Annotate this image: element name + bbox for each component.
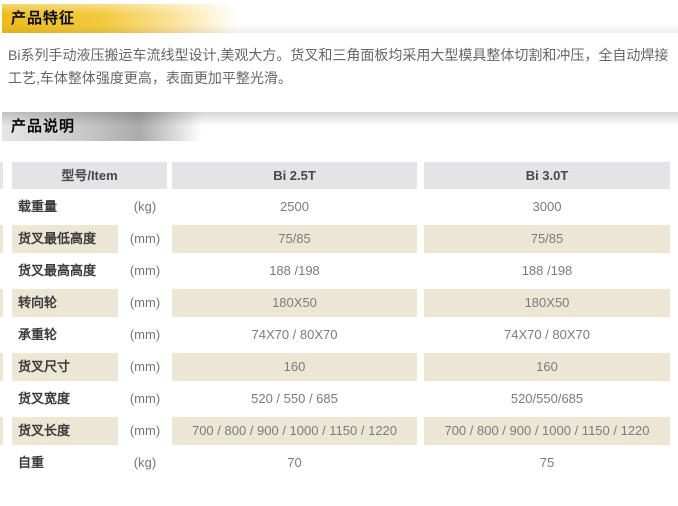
cell-value: 520 / 550 / 685 — [251, 391, 338, 406]
table-row: 货叉长度 (mm) 700 / 800 / 900 / 1000 / 1150 … — [0, 417, 678, 445]
row-edge-strip — [0, 225, 3, 253]
cell-value: 160 — [172, 353, 417, 381]
features-section-banner: 产品特征 — [2, 4, 678, 33]
row-label: 货叉尺寸 — [12, 353, 118, 381]
table-row: 货叉宽度 (mm) 520 / 550 / 685 520/550/685 — [0, 385, 678, 413]
row-unit: (mm) — [129, 295, 161, 310]
cell-value: 70 — [287, 455, 302, 470]
row-unit: (mm) — [129, 359, 161, 374]
row-label: 转向轮 — [12, 289, 118, 317]
table-header-row: 型号/Item Bi 2.5T Bi 3.0T — [0, 162, 678, 189]
row-label: 货叉最高高度 — [18, 263, 97, 278]
table-row: 载重量 (kg) 2500 3000 — [0, 193, 678, 221]
row-unit: (mm) — [129, 391, 161, 406]
row-edge-strip — [0, 193, 3, 221]
cell-value: 74X70 / 80X70 — [503, 327, 591, 342]
features-paragraph: Bi系列手动液压搬运车流线型设计,美观大方。货叉和三角面板均采用大型模具整体切割… — [8, 44, 674, 90]
cell-value: 74X70 / 80X70 — [251, 327, 338, 342]
cell-value: 180X50 — [172, 289, 417, 317]
row-edge-strip — [0, 321, 3, 349]
row-unit: (mm) — [129, 231, 161, 246]
cell-value: 75/85 — [424, 225, 670, 253]
table-row: 货叉最低高度 (mm) 75/85 75/85 — [0, 225, 678, 253]
specs-section-banner: 产品说明 — [2, 112, 678, 141]
table-row: 转向轮 (mm) 180X50 180X50 — [0, 289, 678, 317]
features-paragraph-line: 工艺,车体整体强度更高，表面更加平整光滑。 — [8, 70, 292, 86]
specs-section-title: 产品说明 — [11, 118, 76, 135]
row-edge-strip — [0, 289, 3, 317]
row-label: 货叉宽度 — [18, 391, 71, 406]
column-header-item: 型号/Item — [12, 162, 167, 189]
row-edge-strip — [0, 449, 3, 477]
row-unit: (mm) — [129, 327, 161, 342]
table-row: 货叉最高高度 (mm) 188 /198 188 /198 — [0, 257, 678, 285]
features-paragraph-line: Bi系列手动液压搬运车流线型设计,美观大方。货叉和三角面板均采用大型模具整体切割… — [8, 47, 669, 63]
cell-value: 2500 — [280, 199, 309, 214]
cell-value: 75/85 — [172, 225, 417, 253]
row-edge-strip — [0, 257, 3, 285]
row-unit: (mm) — [129, 263, 161, 278]
row-label: 载重量 — [18, 199, 58, 214]
row-edge-strip — [0, 417, 3, 445]
table-row: 自重 (kg) 70 75 — [0, 449, 678, 477]
row-unit: (kg) — [133, 455, 157, 470]
column-header-model-2: Bi 3.0T — [424, 162, 670, 189]
column-header-model-1: Bi 2.5T — [172, 162, 417, 189]
row-label: 货叉长度 — [12, 417, 118, 445]
row-unit: (mm) — [129, 423, 161, 438]
cell-value: 520/550/685 — [510, 391, 584, 406]
row-label: 自重 — [18, 455, 45, 470]
cell-value: 188 /198 — [521, 263, 573, 278]
features-section-title: 产品特征 — [11, 10, 76, 27]
spec-table: 型号/Item Bi 2.5T Bi 3.0T 载重量 (kg) 2500 30… — [0, 162, 678, 477]
row-unit: (kg) — [133, 199, 157, 214]
row-edge-strip — [0, 353, 3, 381]
row-edge-strip — [0, 385, 3, 413]
cell-value: 700 / 800 / 900 / 1000 / 1150 / 1220 — [172, 417, 417, 445]
cell-value: 160 — [424, 353, 670, 381]
cell-value: 75 — [539, 455, 555, 470]
cell-value: 700 / 800 / 900 / 1000 / 1150 / 1220 — [424, 417, 670, 445]
table-row: 承重轮 (mm) 74X70 / 80X70 74X70 / 80X70 — [0, 321, 678, 349]
table-row: 货叉尺寸 (mm) 160 160 — [0, 353, 678, 381]
cell-value: 3000 — [532, 199, 562, 214]
row-label: 货叉最低高度 — [12, 225, 118, 253]
cell-value: 188 /198 — [269, 263, 320, 278]
row-label: 承重轮 — [18, 327, 58, 342]
row-edge-strip — [0, 162, 3, 189]
cell-value: 180X50 — [424, 289, 670, 317]
